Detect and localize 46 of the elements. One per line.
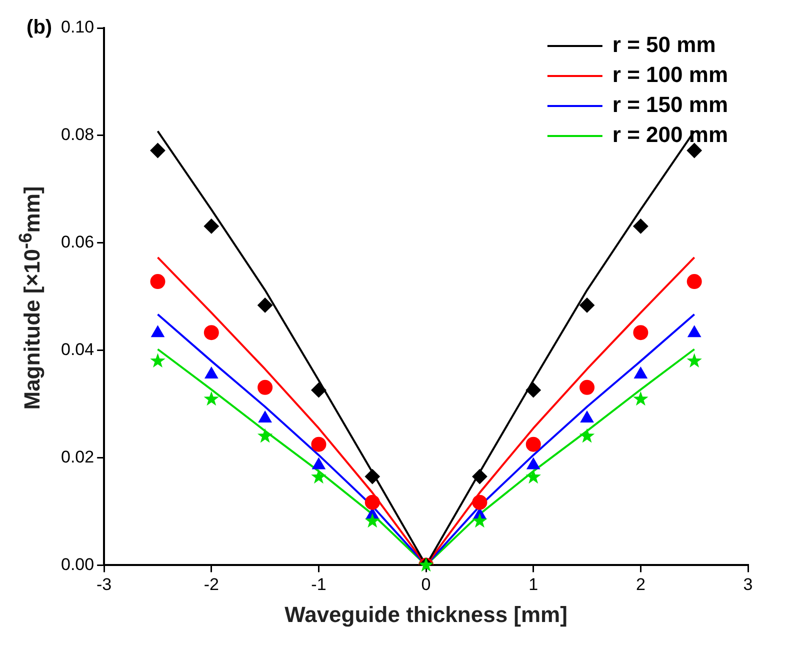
point — [258, 411, 272, 423]
point — [418, 557, 434, 572]
point — [472, 469, 488, 484]
text: (b) — [26, 16, 52, 39]
x-tick-label: -1 — [311, 575, 326, 594]
legend-label: r = 50 mm — [612, 32, 716, 58]
point — [258, 298, 273, 313]
y-tick-label: 0.10 — [60, 18, 94, 37]
point — [311, 382, 326, 398]
point — [580, 380, 595, 395]
point — [364, 494, 380, 510]
x-axis-title: Waveguide thickness [mm] — [284, 602, 568, 627]
x-tick-label: 0 — [421, 575, 431, 594]
point — [312, 458, 326, 470]
point — [204, 325, 219, 340]
y-tick-label: 0.08 — [60, 125, 94, 144]
point — [686, 142, 702, 158]
point — [580, 298, 595, 313]
point — [150, 142, 166, 158]
x-tick-label: -3 — [96, 575, 112, 594]
point — [688, 326, 701, 338]
point — [526, 436, 541, 452]
point — [526, 458, 540, 470]
x-tick-label: 2 — [636, 575, 646, 594]
x-tick-label: 3 — [743, 575, 753, 594]
y-tick-label: 0.02 — [60, 447, 94, 466]
point — [686, 274, 702, 290]
legend-label: r = 100 mm — [612, 62, 728, 88]
x-tick-label: -2 — [204, 575, 219, 594]
legend-label: r = 150 mm — [612, 92, 728, 118]
point — [472, 494, 488, 510]
point — [526, 382, 541, 398]
point — [580, 411, 594, 423]
legend-label: r = 200 mm — [612, 122, 728, 148]
point — [633, 325, 648, 340]
point — [258, 380, 273, 395]
y-tick-label: 0.06 — [60, 232, 94, 252]
point — [364, 469, 380, 484]
point — [633, 218, 648, 234]
point — [150, 274, 166, 290]
x-tick-label: 1 — [528, 575, 538, 594]
y-tick-label: 0.04 — [60, 340, 94, 360]
y-tick-label: 0.00 — [60, 554, 94, 574]
point — [311, 436, 326, 452]
point — [204, 218, 219, 234]
point — [151, 326, 164, 338]
